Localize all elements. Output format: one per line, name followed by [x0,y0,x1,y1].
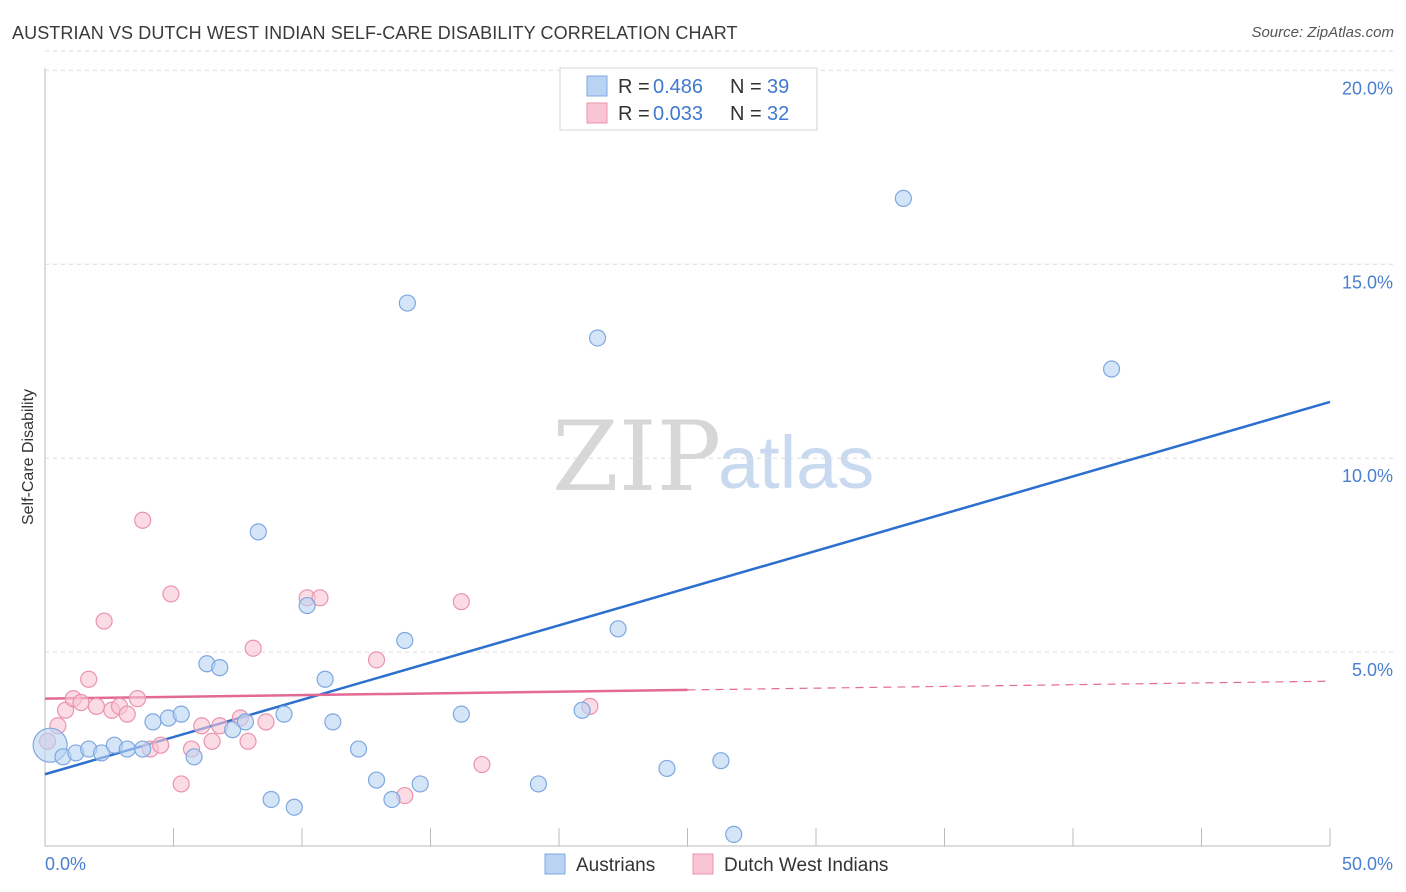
point-dutch-west-indians [193,717,211,735]
point-austrians [452,705,470,723]
point-dutch-west-indians [257,713,275,731]
legend-r-label-2: R = [618,103,650,125]
point-austrians [316,670,334,688]
watermark-zip: ZIP [552,401,721,513]
point-austrians [275,705,293,723]
point-dutch-west-indians [128,690,147,708]
point-dutch-west-indians [152,736,170,754]
legend-n-label-2: N = [730,103,762,125]
point-austrians [398,294,416,312]
data-points [32,189,1121,843]
legend-n-value-1: 39 [767,76,789,98]
point-austrians [118,740,136,758]
point-dutch-west-indians [244,639,262,657]
bottom-legend-label-dutch-west-indians: Dutch West Indians [724,855,888,876]
legend-n-label-1: N = [730,76,762,98]
point-austrians [609,620,627,638]
bottom-legend-swatch-austrians [544,853,566,875]
point-dutch-west-indians [473,755,491,774]
point-austrians [185,748,203,766]
legend-r-value-2: 0.033 [653,103,703,125]
point-austrians [725,825,743,843]
point-dutch-west-indians [162,585,180,603]
point-austrians [588,329,607,347]
point-austrians [236,713,255,731]
point-dutch-west-indians [95,612,113,630]
point-austrians [172,705,190,723]
y-tick-label: 10.0% [1342,466,1393,486]
point-dutch-west-indians [239,732,257,750]
bottom-legend-swatch-dutch-west-indians [692,853,714,875]
y-tick-label: 5.0% [1352,660,1393,680]
trendline-dutch-west-indians [44,688,688,700]
series-legend: Austrians Dutch West Indians [544,853,888,876]
point-austrians [144,713,162,731]
legend-r-value-1: 0.486 [653,76,703,98]
point-austrians [349,740,368,758]
point-austrians [411,775,429,793]
point-austrians [285,798,303,816]
y-tick-label: 15.0% [1342,272,1393,292]
x-tick-marks [44,828,1331,846]
legend-swatch-austrians [586,75,608,97]
point-austrians [658,759,676,778]
point-austrians [383,790,401,809]
stats-legend: R = 0.486 N = 39 R = 0.033 N = 32 [559,67,818,131]
point-dutch-west-indians [118,705,136,723]
point-austrians [894,189,912,207]
watermark-atlas: atlas [718,421,874,504]
point-austrians [224,721,242,739]
y-axis-label: Self-Care Disability [20,389,37,525]
point-dutch-west-indians [172,775,190,793]
point-austrians [262,790,280,809]
gridlines [45,50,1393,653]
point-dutch-west-indians [452,593,470,611]
source-label: Source: ZipAtlas.com [1251,24,1394,41]
legend-n-value-2: 32 [767,103,789,125]
x-tick-label-max: 50.0% [1342,854,1393,874]
point-austrians [249,523,267,541]
point-austrians [573,701,591,719]
y-tick-label: 20.0% [1342,78,1393,98]
point-austrians [529,775,548,793]
trendlines [44,400,1331,776]
point-austrians [367,771,386,789]
point-dutch-west-indians [72,693,90,712]
point-dutch-west-indians [367,651,386,669]
point-austrians [1102,360,1121,378]
point-austrians [92,744,111,762]
point-dutch-west-indians [203,732,221,750]
legend-swatch-dutch-west-indians [586,102,608,124]
point-dutch-west-indians [134,511,152,529]
point-austrians [298,596,316,615]
point-austrians [324,713,342,731]
point-austrians [396,631,414,650]
y-tick-labels: 5.0% 10.0% 15.0% 20.0% [1342,78,1393,680]
x-tick-label-min: 0.0% [45,854,86,874]
trendline-dutch-west-indians-extrapolated [687,680,1331,691]
point-dutch-west-indians [311,589,329,607]
point-austrians [712,752,730,770]
bottom-legend-label-austrians: Austrians [576,855,655,876]
point-austrians [134,740,152,758]
chart-title: AUSTRIAN VS DUTCH WEST INDIAN SELF-CARE … [12,23,738,43]
point-austrians [211,659,229,677]
trendline-austrians [44,400,1331,776]
point-dutch-west-indians [80,670,98,688]
legend-r-label-1: R = [618,76,650,98]
point-dutch-west-indians [87,697,106,715]
